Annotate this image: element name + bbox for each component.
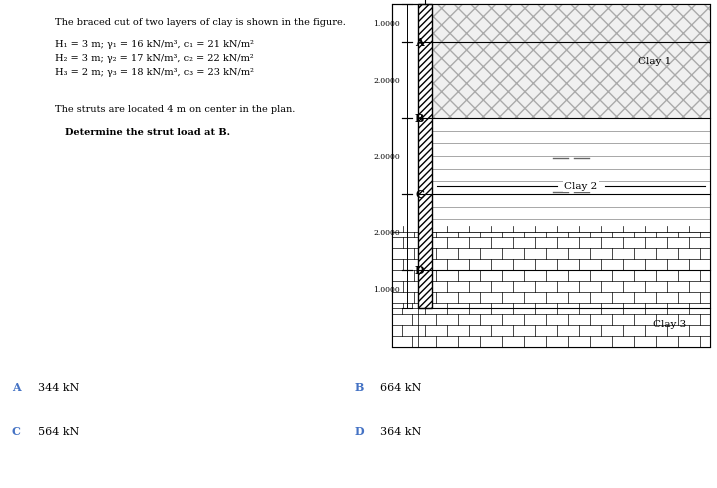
Text: 664 kN: 664 kN [380,382,422,392]
Text: The struts are located 4 m on center in the plan.: The struts are located 4 m on center in … [55,105,295,114]
Text: Clay 2: Clay 2 [564,182,598,191]
Text: 1.0000: 1.0000 [374,20,400,28]
Text: C: C [415,189,424,200]
Text: D: D [415,265,424,276]
Text: 2.0000: 2.0000 [374,153,400,161]
Text: The braced cut of two layers of clay is shown in the figure.: The braced cut of two layers of clay is … [55,18,346,27]
Text: D: D [355,426,365,437]
Text: H₃ = 2 m; γ₃ = 18 kN/m³, c₃ = 23 kN/m²: H₃ = 2 m; γ₃ = 18 kN/m³, c₃ = 23 kN/m² [55,68,254,77]
Bar [418,5,432,308]
Text: B: B [415,113,424,124]
Text: 564 kN: 564 kN [38,426,80,436]
Text: A: A [12,382,21,393]
Text: 364 kN: 364 kN [380,426,422,436]
Text: C: C [12,426,21,437]
Text: A: A [415,38,424,48]
Text: Clay 3: Clay 3 [653,320,687,329]
Text: Clay 1: Clay 1 [638,58,672,66]
Text: Determine the strut load at B.: Determine the strut load at B. [65,128,230,137]
Bar [392,232,710,347]
Text: 2.0000: 2.0000 [374,77,400,85]
Text: 344 kN: 344 kN [38,382,80,392]
Bar [392,308,418,347]
Text: H₂ = 3 m; γ₂ = 17 kN/m³, c₂ = 22 kN/m²: H₂ = 3 m; γ₂ = 17 kN/m³, c₂ = 22 kN/m² [55,54,254,63]
Bar [432,5,710,119]
Bar [432,119,710,232]
Text: 1.0000: 1.0000 [374,285,400,293]
Text: H₁ = 3 m; γ₁ = 16 kN/m³, c₁ = 21 kN/m²: H₁ = 3 m; γ₁ = 16 kN/m³, c₁ = 21 kN/m² [55,40,254,49]
Bar [392,5,710,347]
Text: B: B [355,382,364,393]
Text: 2.0000: 2.0000 [374,228,400,237]
